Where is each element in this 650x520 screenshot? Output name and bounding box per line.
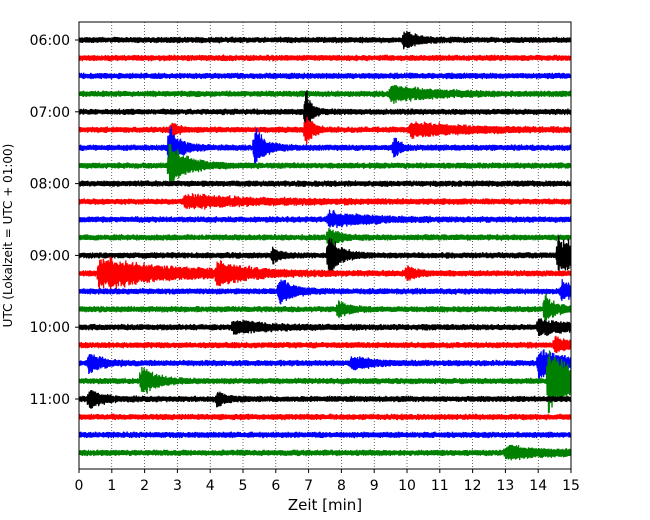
trace-16 bbox=[79, 318, 571, 336]
trace-0 bbox=[79, 30, 571, 50]
trace-7 bbox=[79, 144, 571, 186]
trace-18 bbox=[79, 349, 571, 380]
x-tick-label-14: 14 bbox=[529, 478, 547, 494]
x-tick-label-8: 8 bbox=[337, 478, 346, 494]
trace-3 bbox=[79, 84, 571, 104]
x-tick-label-5: 5 bbox=[239, 478, 248, 494]
trace-1 bbox=[79, 54, 571, 62]
x-tick-label-7: 7 bbox=[304, 478, 313, 494]
x-tick-label-13: 13 bbox=[496, 478, 514, 494]
y-axis-ticks: 06:00 07:00 08:00 09:00 10:00 11:00 bbox=[30, 33, 79, 408]
trace-2 bbox=[79, 72, 571, 80]
seismic-traces bbox=[79, 30, 571, 461]
trace-5 bbox=[79, 117, 571, 145]
trace-10 bbox=[79, 209, 571, 229]
x-tick-label-11: 11 bbox=[431, 478, 449, 494]
trace-21 bbox=[79, 413, 571, 421]
x-axis-ticks: 0 1 2 3 4 5 6 7 8 9 10 11 12 13 14 15 bbox=[75, 469, 580, 494]
grid bbox=[111, 22, 539, 469]
trace-20 bbox=[79, 390, 571, 409]
y-tick-label-2: 08:00 bbox=[30, 177, 70, 193]
y-tick-label-1: 07:00 bbox=[30, 105, 70, 121]
y-tick-label-5: 11:00 bbox=[30, 392, 70, 408]
trace-17 bbox=[79, 335, 571, 353]
x-tick-label-0: 0 bbox=[75, 478, 84, 494]
x-tick-label-10: 10 bbox=[398, 478, 416, 494]
y-axis-label: UTC (Lokalzeit = UTC + 01:00) bbox=[1, 144, 15, 328]
y-tick-label-4: 10:00 bbox=[30, 320, 70, 336]
plot-frame bbox=[78, 21, 572, 470]
trace-13 bbox=[79, 256, 571, 290]
x-tick-label-12: 12 bbox=[464, 478, 482, 494]
trace-12 bbox=[79, 235, 571, 276]
trace-6 bbox=[79, 126, 571, 165]
x-tick-label-6: 6 bbox=[271, 478, 280, 494]
trace-14 bbox=[79, 279, 571, 305]
x-tick-label-4: 4 bbox=[206, 478, 215, 494]
trace-4 bbox=[79, 90, 571, 139]
x-tick-label-9: 9 bbox=[370, 478, 379, 494]
x-tick-label-15: 15 bbox=[562, 478, 580, 494]
trace-23 bbox=[79, 444, 571, 461]
x-tick-label-1: 1 bbox=[107, 478, 116, 494]
y-tick-label-0: 06:00 bbox=[30, 33, 70, 49]
trace-19 bbox=[79, 350, 571, 414]
trace-11 bbox=[79, 228, 571, 248]
x-tick-label-3: 3 bbox=[173, 478, 182, 494]
trace-15 bbox=[79, 293, 571, 324]
x-axis-label: Zeit [min] bbox=[288, 496, 362, 514]
trace-8 bbox=[79, 180, 571, 188]
trace-22 bbox=[79, 431, 571, 439]
trace-9 bbox=[79, 193, 571, 210]
x-tick-label-2: 2 bbox=[140, 478, 149, 494]
y-tick-label-3: 09:00 bbox=[30, 248, 70, 264]
